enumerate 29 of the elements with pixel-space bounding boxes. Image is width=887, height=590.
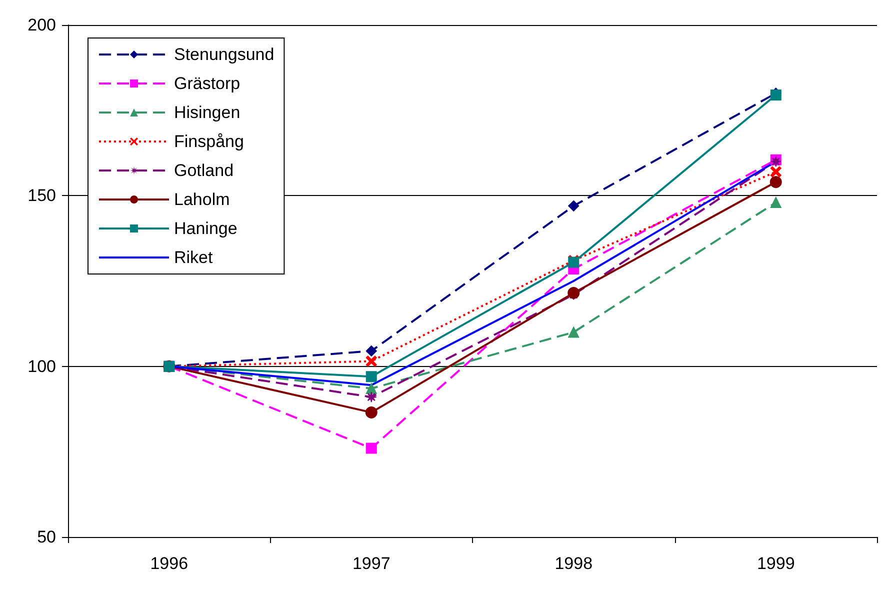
legend-label: Stenungsund — [174, 45, 274, 64]
legend-label: Finspång — [174, 132, 244, 151]
point — [365, 406, 378, 418]
y-tick-label: 150 — [28, 186, 56, 206]
legend-label: Riket — [174, 248, 214, 267]
point — [568, 326, 580, 338]
point — [770, 166, 782, 178]
point — [770, 176, 782, 188]
point — [568, 200, 580, 212]
point — [366, 356, 377, 367]
legend-label: Gotland — [174, 161, 234, 180]
point — [366, 442, 377, 454]
x-tick-label: 1998 — [554, 554, 593, 573]
legend-label: Laholm — [174, 190, 230, 209]
point — [366, 383, 377, 394]
legend-label: Haninge — [174, 219, 238, 238]
y-tick-label: 200 — [28, 16, 56, 34]
point — [366, 392, 377, 403]
point — [366, 345, 377, 356]
x-tick-label: 1996 — [150, 554, 188, 573]
legend-label: Hisingen — [174, 103, 240, 122]
legend-label: Grästorp — [174, 74, 240, 93]
point — [366, 371, 377, 382]
point — [568, 286, 580, 299]
point — [770, 196, 782, 208]
y-tick-label: 50 — [37, 528, 56, 546]
x-tick-label: 1997 — [352, 554, 390, 573]
y-tick-label: 100 — [28, 356, 56, 376]
x-tick-label: 1999 — [756, 554, 795, 573]
